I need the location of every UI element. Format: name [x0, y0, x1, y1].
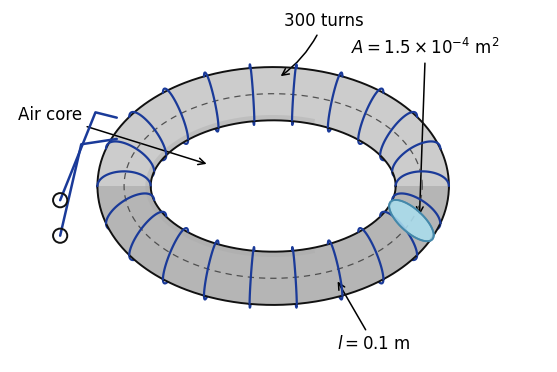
- Polygon shape: [389, 200, 434, 241]
- Polygon shape: [97, 186, 449, 305]
- Text: $l = 0.1$ m: $l = 0.1$ m: [337, 283, 411, 353]
- Text: 300 turns: 300 turns: [282, 12, 364, 75]
- Polygon shape: [145, 115, 315, 257]
- Text: Air core: Air core: [18, 106, 205, 164]
- Text: $A = 1.5 \times 10^{-4}$ m$^2$: $A = 1.5 \times 10^{-4}$ m$^2$: [351, 38, 500, 214]
- Polygon shape: [97, 67, 449, 305]
